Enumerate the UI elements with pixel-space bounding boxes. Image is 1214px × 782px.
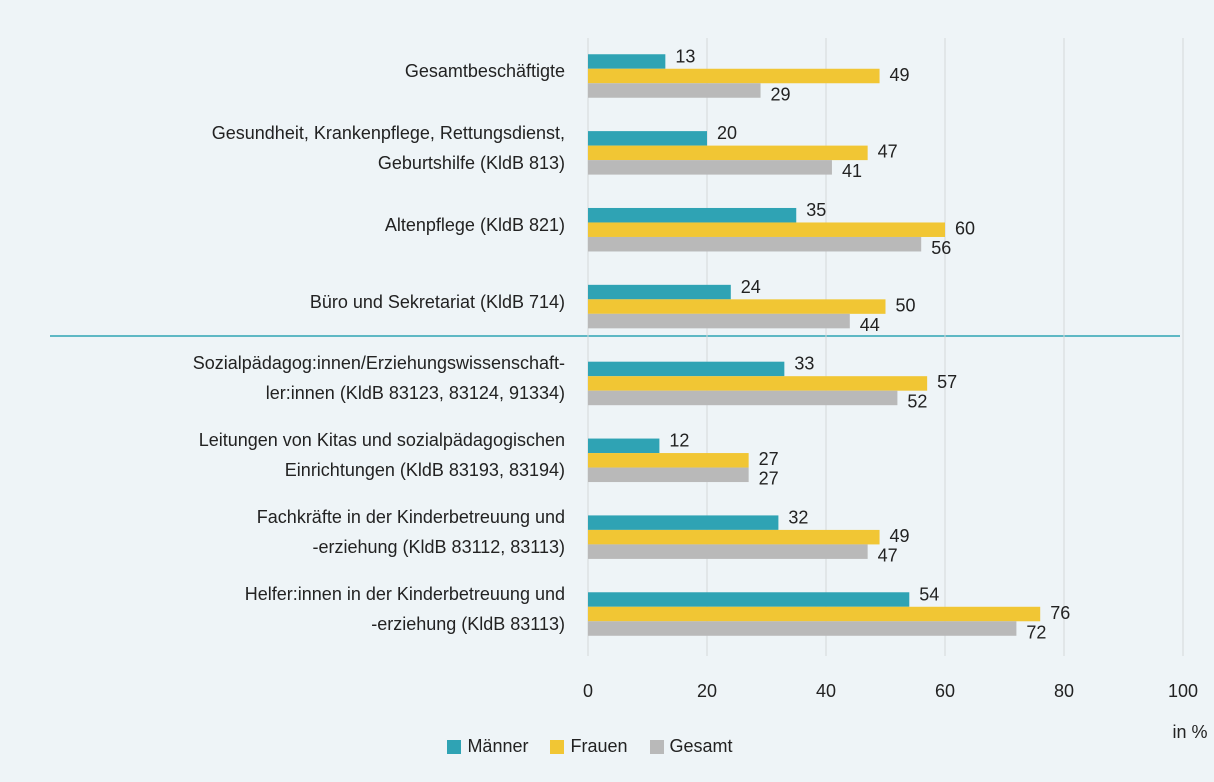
category-label: Gesamtbeschäftigte <box>404 61 565 81</box>
bar <box>588 390 898 406</box>
data-label: 35 <box>806 200 826 220</box>
bar <box>588 453 749 468</box>
legend-item: Männer <box>447 736 528 757</box>
bar <box>588 592 910 607</box>
x-tick-label: 80 <box>1054 681 1074 701</box>
bar <box>588 145 868 161</box>
data-label: 56 <box>931 238 951 258</box>
legend-label: Gesamt <box>669 736 733 756</box>
data-label: 54 <box>919 584 939 604</box>
data-label: 72 <box>1026 622 1046 642</box>
data-label: 60 <box>955 218 975 238</box>
x-axis-label: in % <box>1172 722 1207 742</box>
legend: Männer Frauen Gesamt <box>390 736 790 757</box>
category-label: Fachkräfte in der Kinderbetreuung und -e… <box>256 507 565 558</box>
legend-item: Frauen <box>550 736 628 757</box>
bar <box>588 131 707 146</box>
bar <box>588 606 1041 622</box>
data-label: 33 <box>794 354 814 374</box>
bar <box>588 222 945 237</box>
bar <box>588 313 850 329</box>
bar <box>588 376 928 391</box>
data-label: 50 <box>896 295 916 315</box>
legend-swatch <box>447 739 462 754</box>
legend-swatch <box>649 739 664 754</box>
data-label: 47 <box>878 545 898 565</box>
bar <box>588 284 731 300</box>
bar <box>588 54 666 69</box>
data-label: 52 <box>907 392 927 412</box>
bar <box>588 544 868 559</box>
bar <box>588 207 797 223</box>
data-label: 47 <box>878 142 898 162</box>
bar <box>588 236 922 252</box>
bar <box>588 515 779 530</box>
bar <box>588 621 1017 636</box>
bar <box>588 529 880 545</box>
data-label: 49 <box>890 526 910 546</box>
bar <box>588 361 785 377</box>
bar <box>588 160 832 175</box>
legend-label: Frauen <box>570 736 628 756</box>
category-label: Sozialpädagog:innen/Erziehungswissenscha… <box>192 353 565 404</box>
category-label: Altenpflege (KldB 821) <box>384 214 565 235</box>
data-label: 27 <box>759 449 779 469</box>
data-label: 12 <box>669 431 689 451</box>
bar <box>588 467 749 483</box>
data-label: 29 <box>771 84 791 104</box>
data-label: 13 <box>675 46 695 66</box>
x-tick-label: 20 <box>697 681 717 701</box>
data-label: 76 <box>1050 603 1070 623</box>
data-label: 27 <box>759 469 779 489</box>
legend-label: Männer <box>467 736 529 756</box>
x-tick-label: 60 <box>935 681 955 701</box>
data-label: 49 <box>890 65 910 85</box>
data-label: 20 <box>717 123 737 143</box>
data-label: 41 <box>842 161 862 181</box>
bar <box>588 83 761 98</box>
x-tick-label: 100 <box>1168 681 1198 701</box>
data-label: 24 <box>741 277 761 297</box>
data-label: 44 <box>860 315 880 335</box>
x-tick-label: 40 <box>816 681 836 701</box>
legend-item: Gesamt <box>649 736 733 757</box>
x-tick-label: 0 <box>583 681 593 701</box>
legend-swatch <box>550 739 565 754</box>
category-label: Büro und Sekretariat (KldB 714) <box>309 291 565 312</box>
bar <box>588 299 886 314</box>
category-label: Gesundheit, Krankenpflege, Rettungsdiens… <box>211 122 565 173</box>
bar <box>588 68 880 84</box>
bar <box>588 438 660 454</box>
category-label: Leitungen von Kitas und sozialpädagogisc… <box>198 430 565 481</box>
data-label: 32 <box>788 507 808 527</box>
data-label: 57 <box>937 372 957 392</box>
category-label: Helfer:innen in der Kinderbetreuung und … <box>244 584 565 635</box>
